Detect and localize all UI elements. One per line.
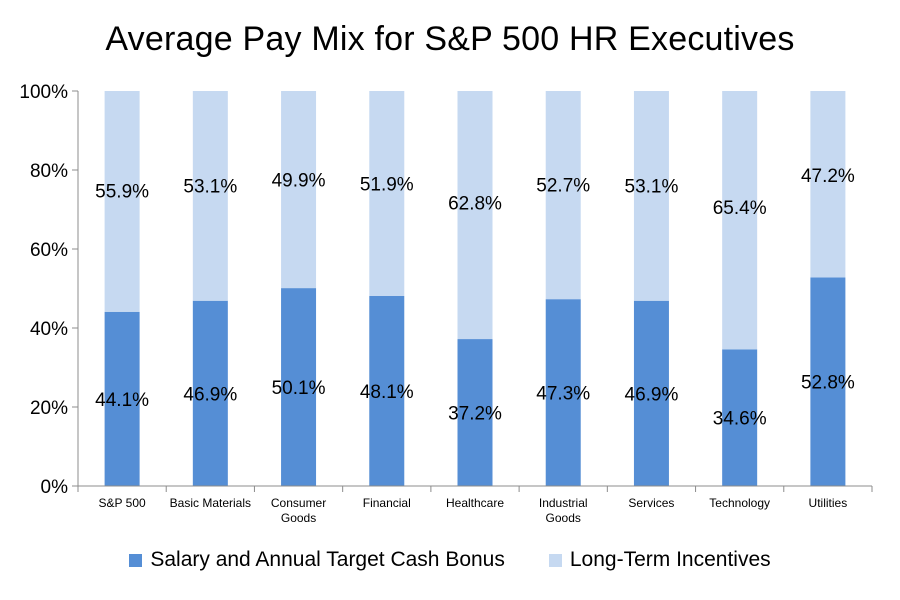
bar-lti [104, 91, 140, 312]
x-tick-label: Services [628, 496, 674, 510]
bar-lti [457, 91, 493, 340]
bar-salary [633, 300, 669, 486]
legend-swatch-salary [129, 553, 143, 567]
x-tick-label: Financial [363, 496, 411, 510]
legend-swatch-lti [548, 553, 562, 567]
bar-salary [722, 349, 758, 486]
data-label-salary: 34.6% [713, 409, 767, 430]
data-label-lti: 49.9% [272, 171, 326, 192]
bar-salary [369, 296, 405, 486]
bar-salary [192, 300, 228, 486]
x-tick-label: S&P 500 [99, 496, 146, 510]
y-tick-label: 40% [30, 319, 68, 340]
bar-lti [192, 91, 228, 301]
bar-lti [633, 91, 669, 301]
data-label-salary: 46.9% [183, 384, 237, 405]
y-tick-label: 60% [30, 240, 68, 261]
legend: Salary and Annual Target Cash Bonus Long… [0, 548, 900, 572]
x-tick-label: Basic Materials [170, 496, 251, 510]
bar-salary [457, 339, 493, 486]
x-tick-label: Industrial [539, 496, 588, 510]
bar-lti [810, 91, 846, 278]
y-tick-label: 80% [30, 161, 68, 182]
bar-salary [810, 277, 846, 486]
x-tick-label: Healthcare [446, 496, 504, 510]
legend-label-lti: Long-Term Incentives [569, 548, 771, 571]
data-label-lti: 51.9% [360, 174, 414, 195]
y-tick-label: 0% [41, 477, 69, 498]
data-label-lti: 65.4% [713, 198, 767, 219]
y-tick-label: 100% [19, 82, 68, 103]
legend-label-salary: Salary and Annual Target Cash Bonus [150, 548, 505, 571]
x-tick-label: Consumer [271, 496, 326, 510]
data-label-lti: 47.2% [801, 166, 855, 187]
y-tick-label: 20% [30, 398, 68, 419]
data-label-salary: 47.3% [536, 384, 590, 405]
data-label-salary: 52.8% [801, 373, 855, 394]
bar-lti [545, 91, 581, 300]
bar-salary [281, 288, 317, 486]
data-label-lti: 53.1% [183, 176, 237, 197]
data-label-lti: 62.8% [448, 194, 502, 215]
data-label-lti: 52.7% [536, 176, 590, 197]
bar-lti [369, 91, 405, 297]
legend-item-salary: Salary and Annual Target Cash Bonus [129, 548, 505, 572]
x-tick-label: Goods [546, 511, 581, 525]
data-label-lti: 53.1% [625, 176, 679, 197]
data-label-salary: 44.1% [95, 390, 149, 411]
chart-title: Average Pay Mix for S&P 500 HR Executive… [105, 20, 795, 58]
data-label-lti: 55.9% [95, 181, 149, 202]
x-tick-label: Utilities [809, 496, 848, 510]
x-tick-label: Goods [281, 511, 316, 525]
bar-salary [545, 299, 581, 486]
data-label-salary: 50.1% [272, 378, 326, 399]
legend-item-lti: Long-Term Incentives [548, 548, 771, 572]
data-label-salary: 46.9% [625, 384, 679, 405]
bar-salary [104, 311, 140, 486]
x-tick-label: Technology [709, 496, 770, 510]
data-label-salary: 37.2% [448, 404, 502, 425]
data-label-salary: 48.1% [360, 382, 414, 403]
bar-lti [722, 91, 758, 350]
bar-lti [281, 91, 317, 289]
